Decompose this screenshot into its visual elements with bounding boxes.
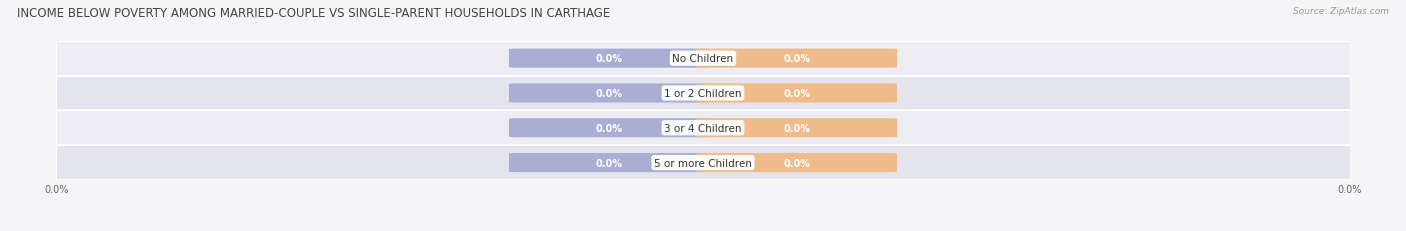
Text: No Children: No Children xyxy=(672,54,734,64)
FancyBboxPatch shape xyxy=(509,49,710,68)
Text: 0.0%: 0.0% xyxy=(596,123,623,133)
Text: 0.0%: 0.0% xyxy=(596,88,623,99)
Bar xyxy=(56,146,1350,180)
Text: 5 or more Children: 5 or more Children xyxy=(654,158,752,168)
FancyBboxPatch shape xyxy=(696,49,897,68)
FancyBboxPatch shape xyxy=(696,153,897,172)
Text: 0.0%: 0.0% xyxy=(783,123,810,133)
FancyBboxPatch shape xyxy=(509,119,710,138)
Text: 0.0%: 0.0% xyxy=(783,54,810,64)
FancyBboxPatch shape xyxy=(509,153,710,172)
Text: 0.0%: 0.0% xyxy=(596,54,623,64)
Text: 0.0%: 0.0% xyxy=(783,158,810,168)
Bar xyxy=(56,111,1350,146)
Text: 0.0%: 0.0% xyxy=(783,88,810,99)
Text: 3 or 4 Children: 3 or 4 Children xyxy=(664,123,742,133)
FancyBboxPatch shape xyxy=(696,84,897,103)
Text: 0.0%: 0.0% xyxy=(596,158,623,168)
Text: Source: ZipAtlas.com: Source: ZipAtlas.com xyxy=(1294,7,1389,16)
Bar xyxy=(56,42,1350,76)
Bar xyxy=(56,76,1350,111)
Text: 1 or 2 Children: 1 or 2 Children xyxy=(664,88,742,99)
FancyBboxPatch shape xyxy=(509,84,710,103)
FancyBboxPatch shape xyxy=(696,119,897,138)
Text: INCOME BELOW POVERTY AMONG MARRIED-COUPLE VS SINGLE-PARENT HOUSEHOLDS IN CARTHAG: INCOME BELOW POVERTY AMONG MARRIED-COUPL… xyxy=(17,7,610,20)
